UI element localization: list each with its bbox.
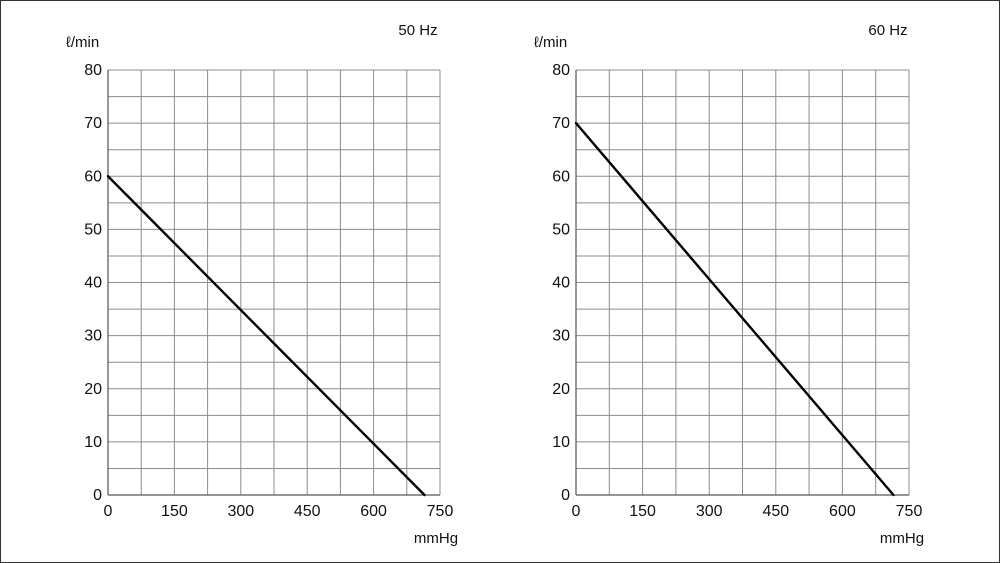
- x-tick-label: 450: [762, 503, 789, 520]
- x-tick-label: 300: [227, 503, 254, 520]
- y-tick-label: 60: [84, 168, 102, 185]
- y-tick-label: 0: [93, 487, 102, 504]
- y-tick-label: 50: [84, 221, 102, 238]
- y-tick-label: 20: [84, 381, 102, 398]
- series-line: [574, 121, 895, 497]
- y-tick-label: 70: [552, 115, 570, 132]
- x-tick-label: 750: [427, 503, 454, 520]
- chart-title: 50 Hz: [398, 22, 437, 39]
- series-line: [106, 175, 426, 497]
- y-tick-label: 80: [552, 62, 570, 79]
- x-tick-label: 450: [294, 503, 321, 520]
- x-tick-label: 600: [360, 503, 387, 520]
- x-axis-title: mmHg: [414, 530, 458, 547]
- x-tick-label: 0: [104, 503, 113, 520]
- x-tick-label: 150: [629, 503, 656, 520]
- y-tick-label: 0: [561, 487, 570, 504]
- x-tick-label: 750: [896, 503, 923, 520]
- x-tick-label: 0: [572, 503, 581, 520]
- x-tick-label: 300: [696, 503, 723, 520]
- y-tick-label: 30: [84, 328, 102, 345]
- y-tick-label: 10: [552, 434, 570, 451]
- y-tick-label: 40: [552, 275, 570, 292]
- y-tick-label: 70: [84, 115, 102, 132]
- y-tick-label: 30: [552, 328, 570, 345]
- x-axis-title: mmHg: [880, 530, 924, 547]
- y-axis-title: ℓ/min: [534, 34, 567, 51]
- y-tick-label: 40: [84, 275, 102, 292]
- chart-panel-50hz: 0 10 20 30 40 50 60 70 80 0 150 300 450 600 750 50 Hz ℓ/…: [66, 22, 458, 547]
- y-tick-label: 60: [552, 168, 570, 185]
- y-axis-title: ℓ/min: [66, 34, 99, 51]
- y-tick-label: 50: [552, 221, 570, 238]
- y-tick-label: 20: [552, 381, 570, 398]
- grid: [107, 69, 441, 496]
- y-tick-label: 10: [84, 434, 102, 451]
- grid: [575, 69, 910, 496]
- chart-title: 60 Hz: [868, 22, 907, 39]
- x-tick-label: 150: [161, 503, 188, 520]
- chart-panel-60hz: 0 10 20 30 40 50 60 70 80 0 150 300 450 600 750 60 Hz ℓ/…: [534, 22, 924, 547]
- y-tick-label: 80: [84, 62, 102, 79]
- x-tick-label: 600: [829, 503, 856, 520]
